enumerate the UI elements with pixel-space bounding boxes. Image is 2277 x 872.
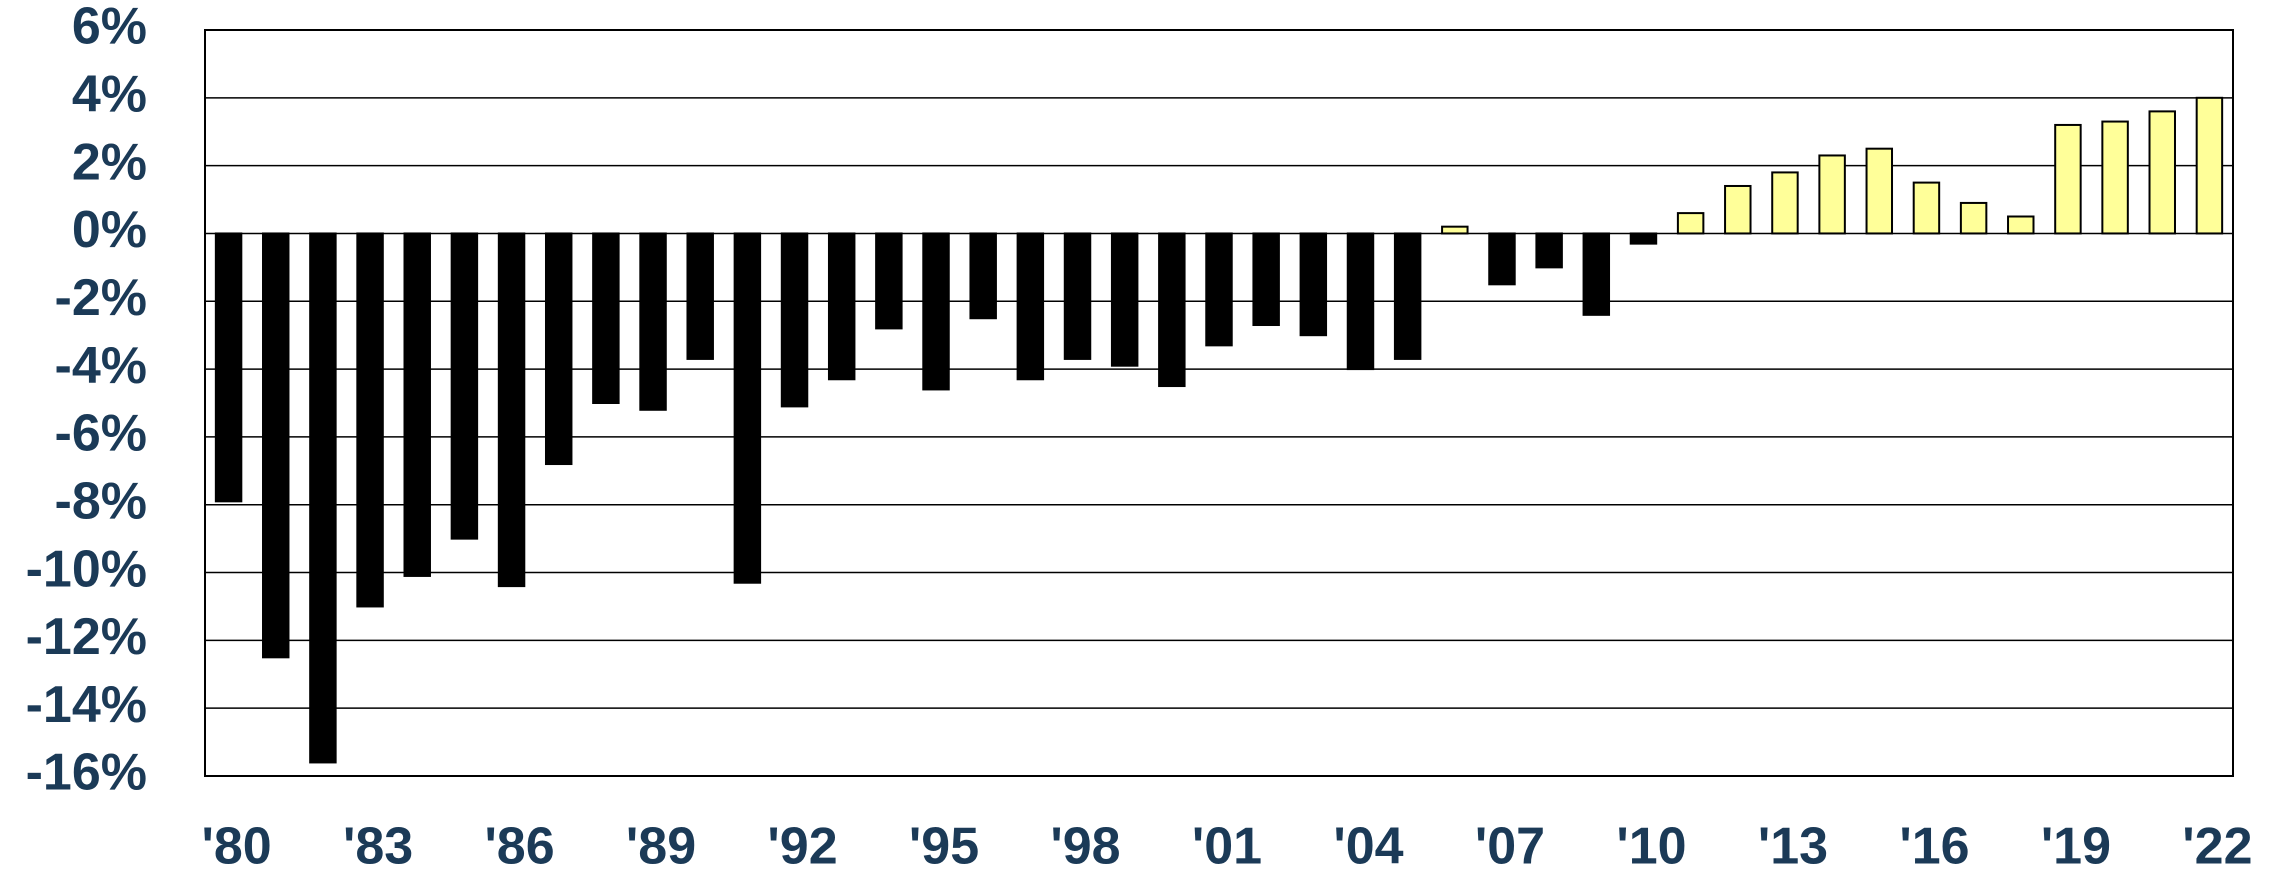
bar [1016,232,1045,381]
x-tick-label: '16 [1899,818,1969,872]
bar [1724,184,1752,235]
bar [356,232,384,608]
y-tick-label: -6% [55,405,147,463]
bar [1252,232,1280,327]
x-tick-label: '92 [767,818,837,872]
y-tick-label: 4% [72,66,147,124]
bar [214,232,243,503]
bar [1629,232,1658,245]
bar [780,232,809,408]
bar [2195,96,2224,235]
x-tick-label: '19 [2041,818,2111,872]
bar [1110,232,1139,367]
bar [1771,171,1799,235]
y-tick-label: -14% [26,676,147,734]
bar [1063,232,1092,360]
bar [1959,201,1988,235]
bar [544,232,573,466]
bar [969,232,997,320]
bar [1393,232,1422,360]
y-tick-label: 2% [72,133,147,191]
bar [1676,212,1705,235]
y-tick-label: -4% [55,337,147,395]
y-tick-label: 6% [72,0,147,56]
bar [1205,232,1233,347]
bar [1818,154,1846,235]
bar [262,232,290,659]
bar [1488,232,1516,286]
bar [639,232,667,411]
y-tick-label: -16% [26,744,147,802]
x-tick-label: '04 [1333,818,1403,872]
bar [2101,120,2129,235]
x-tick-label: '98 [1050,818,1120,872]
y-tick-label: -12% [26,608,147,666]
x-tick-label: '95 [909,818,979,872]
x-tick-label: '13 [1758,818,1828,872]
x-tick-label: '80 [201,818,271,872]
bar [1299,232,1328,337]
bar [1865,147,1894,235]
bar [309,232,337,764]
x-tick-label: '10 [1616,818,1686,872]
x-tick-label: '83 [343,818,413,872]
bar [1582,232,1611,316]
bar [733,232,762,584]
bar [450,232,479,540]
x-tick-label: '86 [484,818,554,872]
y-tick-label: -2% [55,269,147,327]
x-tick-label: '89 [626,818,696,872]
y-tick-label: -8% [55,472,147,530]
bar [1535,232,1563,269]
bar [403,232,431,577]
bar [1158,232,1186,388]
bar [592,232,620,404]
x-tick-label: '01 [1192,818,1262,872]
bar [497,232,526,588]
bar [686,232,714,360]
bar [1912,181,1941,235]
bar [2148,110,2176,235]
bar [827,232,856,381]
bar [875,232,903,330]
y-tick-label: -10% [26,540,147,598]
bar [1441,225,1469,235]
x-tick-label: '07 [1475,818,1545,872]
bar [1346,232,1375,371]
bar [922,232,950,391]
y-tick-label: 0% [72,201,147,259]
bar [2054,123,2082,235]
x-tick-label: '22 [2182,818,2252,872]
bar [2007,215,2035,235]
